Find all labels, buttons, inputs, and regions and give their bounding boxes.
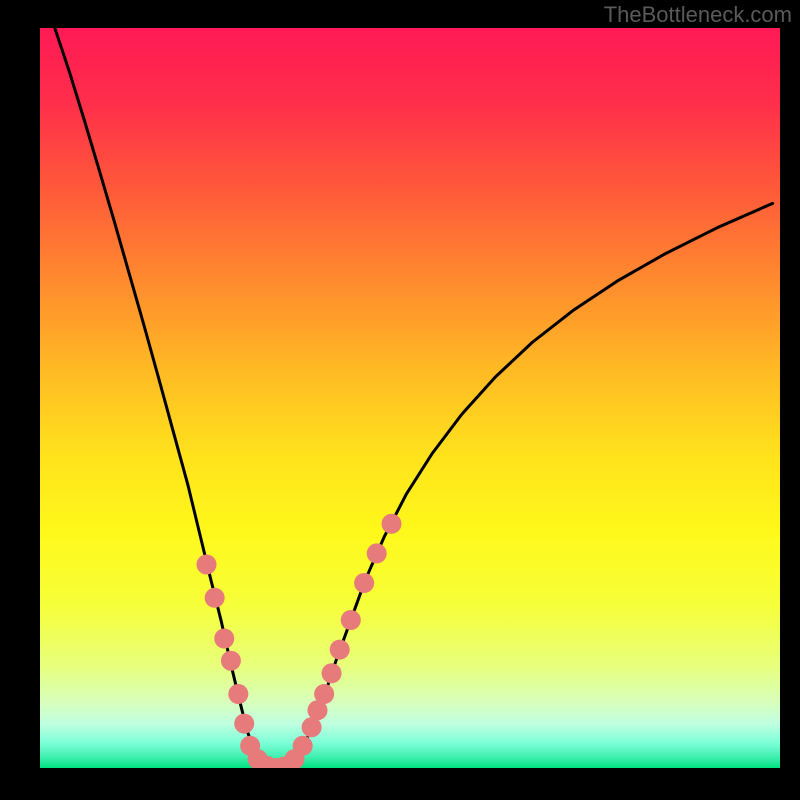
data-dot [234,714,254,734]
data-dot [205,588,225,608]
watermark-text: TheBottleneck.com [604,2,792,28]
data-dot [382,514,402,534]
data-dot [322,663,342,683]
data-dot [214,629,234,649]
data-dot [367,543,387,563]
data-dot [341,610,361,630]
data-dot [221,651,241,671]
chart-svg [40,28,780,768]
data-dot [197,555,217,575]
data-dot [330,640,350,660]
chart-container [40,28,780,768]
data-dot [354,573,374,593]
data-dot [302,717,322,737]
chart-background [40,28,780,768]
data-dot [314,684,334,704]
data-dot [293,736,313,756]
data-dot [228,684,248,704]
